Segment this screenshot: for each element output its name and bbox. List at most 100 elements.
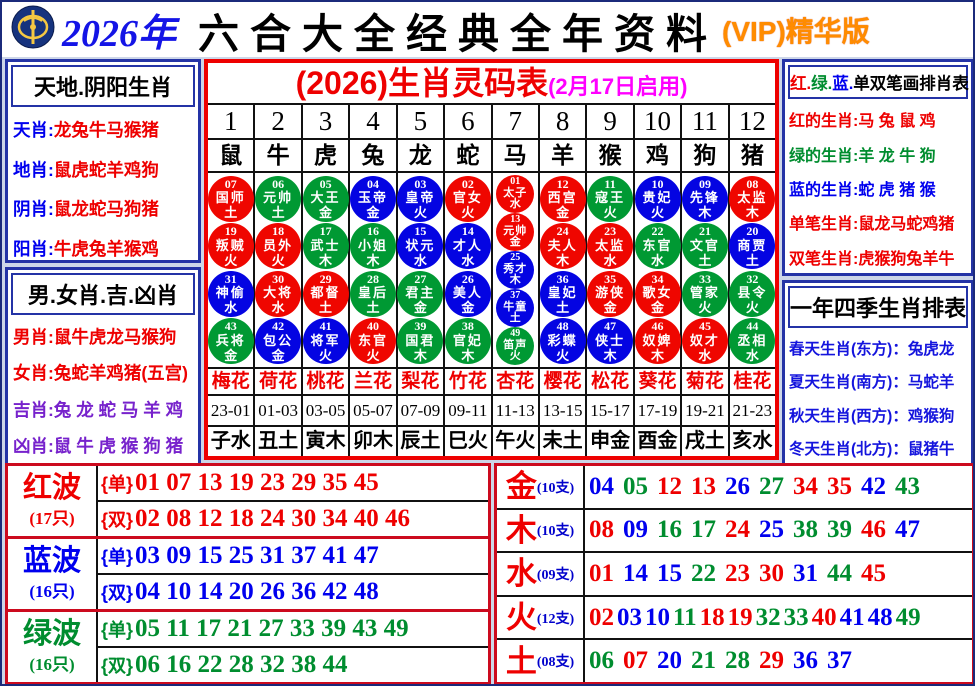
ball-40: 40 东官火	[349, 318, 396, 365]
element-numbers: 01 14 15 22 23 30 31 44 45	[585, 553, 972, 595]
ball-element: 火	[319, 347, 333, 363]
column-number: 11	[682, 105, 728, 140]
element-name: 水	[505, 556, 537, 592]
ball-number: 41	[319, 319, 332, 334]
zodiac-code-table: (2026)生肖灵码表(2月17日启用) 1 鼠 07 国师土 19 叛贼火 31 神偷水 43…	[204, 59, 779, 460]
element-row: 金 (10支) 04 05 12 13 26 27 34 35 42 43	[497, 466, 972, 510]
column-number: 7	[492, 105, 538, 140]
ball-title: 元帅	[263, 190, 294, 206]
lottery-number: 27	[759, 472, 784, 500]
ball-title: 皇帝	[405, 190, 436, 206]
ball-title: 彩蝶	[547, 332, 578, 348]
ball-element: 火	[603, 205, 617, 221]
ball-element: 金	[366, 205, 380, 221]
earthly-branch: 巳火	[447, 430, 488, 452]
ball-title: 都督	[310, 285, 341, 301]
wave-name: 红波	[22, 471, 81, 504]
ball-number: 44	[746, 319, 759, 334]
color-zodiac-row: 红的生肖:马 兔 鼠 鸡	[789, 107, 967, 131]
ball-title: 国师	[215, 190, 246, 206]
flower-name: 荷花	[255, 369, 301, 396]
ball-29: 29 都督土	[302, 270, 349, 317]
zodiac-name: 龙	[397, 140, 444, 173]
lottery-number: 17	[691, 516, 716, 544]
element-row: 木 (10支) 08 09 16 17 24 25 38 39 46 47	[497, 509, 972, 554]
ball-title: 管家	[689, 285, 720, 301]
ball-element: 土	[271, 205, 285, 221]
ball-element: 木	[509, 274, 521, 287]
hour-range: 09-11	[445, 396, 491, 427]
ball-title: 皇后	[357, 285, 388, 301]
ball-element: 水	[603, 252, 617, 268]
lottery-number: 23	[725, 559, 750, 587]
flower-name: 葵花	[634, 369, 681, 396]
zodiac-column: 11 狗 09 先锋木 21 文官土 33 管家火 45 奴才水菊花 19-21 戌土	[681, 105, 730, 456]
wave-numbers: {单} 03 09 15 25 31 37 41 47 {双} 04 10 14 20…	[98, 539, 488, 609]
ball-title: 东官	[357, 332, 388, 348]
wave-odd-values: 05 11 17 21 27 33 39 43 49	[135, 615, 409, 642]
ball-element: 土	[366, 300, 380, 316]
flower-name: 竹花	[445, 369, 491, 396]
ball-element: 水	[745, 347, 759, 363]
lottery-number: 39	[827, 516, 852, 544]
lottery-number: 46	[861, 516, 886, 544]
seasons-title: 一年四季生肖排表	[788, 286, 968, 328]
ball-number: 38	[461, 319, 474, 334]
zodiac-name: 虎	[302, 140, 349, 173]
ball-stack: 06 元帅土 18 员外火 30 大将水 42 包公金	[255, 173, 302, 369]
element-label: 水 (09支)	[497, 553, 585, 595]
zodiac-column: 5 龙 03 皇帝火 15 状元水 27 君主金 39 国君木梨花 07-09 辰土	[397, 105, 446, 456]
lottery-number: 47	[895, 516, 920, 544]
sky-zodiac-row: 地肖:鼠虎蛇羊鸡狗	[13, 157, 193, 182]
ball-stack: 11 寇王火 23 太监水 35 游侠金 47 侠士木	[587, 173, 634, 369]
ball-number: 47	[604, 319, 617, 334]
ball-title: 将军	[310, 332, 341, 348]
ball-number: 10	[651, 176, 664, 191]
element-label: 土 (08支)	[497, 640, 585, 682]
ball-30: 30 大将水	[255, 270, 302, 317]
zodiac-name: 牛	[255, 140, 301, 173]
wave-even-prefix: {双}	[101, 583, 134, 603]
ball-32: 32 县令火	[729, 270, 776, 317]
lottery-number: 20	[657, 647, 682, 675]
flower-name: 梨花	[397, 369, 444, 396]
ball-number: 15	[414, 224, 427, 239]
earthly-branch: 辰土	[400, 430, 441, 452]
ball-title: 笛声	[503, 338, 528, 351]
column-number: 2	[255, 105, 301, 140]
season-row: 春天生肖(东方)：兔虎龙	[789, 340, 955, 358]
ball-element: 木	[603, 347, 617, 363]
ball-stack: 02 官女火 14 才人水 26 美人金 38 官妃木	[444, 173, 491, 369]
zodiac-column: 8 羊 12 西宫金 24 夫人木 36 皇妃土 48 彩蝶火樱花 13-15 未土	[539, 105, 588, 456]
ball-number: 30	[272, 271, 285, 286]
season-row: 秋天生肖(西方)：鸡猴狗	[789, 407, 955, 425]
ball-number: 01	[510, 176, 521, 188]
ball-number: 49	[510, 328, 521, 340]
ball-44: 44 丞相水	[729, 318, 776, 365]
ball-number: 27	[414, 271, 427, 286]
ball-title: 元帅	[503, 224, 528, 237]
right-sidebar: 红.绿.蓝.单双笔画排肖表 红的生肖:马 兔 鼠 鸡绿的生肖:羊 龙 牛 狗蓝的…	[782, 59, 973, 468]
ball-number: 03	[414, 176, 427, 191]
seasons-panel: 一年四季生肖排表 春天生肖(东方)：兔虎龙 夏天生肖(南方)：马蛇羊 秋天生肖(西方…	[782, 280, 973, 468]
element-count: (10支)	[536, 524, 575, 540]
season-row: 夏天生肖(南方)：马蛇羊	[789, 374, 955, 392]
ball-stack: 10 贵妃火 22 东官水 34 歌女金 46 奴婢木	[634, 173, 681, 369]
ball-element: 金	[319, 205, 333, 221]
element-numbers: 02 03 10 11 18 19 32 33 40 41 48 49	[585, 597, 972, 639]
earthly-branch: 午火	[495, 430, 536, 452]
sky-earth-panel: 天地.阴阳生肖 天肖:龙兔牛马猴猪 地肖:鼠虎蛇羊鸡狗 阴肖:鼠龙蛇马狗猪 阳肖:牛虎…	[5, 59, 201, 263]
ball-element: 木	[319, 252, 333, 268]
lottery-number: 16	[657, 516, 682, 544]
ball-title: 游侠	[595, 285, 626, 301]
season-row: 冬天生肖(北方)：鼠猪牛	[789, 441, 955, 459]
ball-title: 大将	[263, 285, 294, 301]
ball-06: 06 元帅土	[255, 175, 302, 222]
ball-21: 21 文官土	[681, 223, 728, 270]
ball-27: 27 君主金	[397, 270, 444, 317]
ball-number: 45	[698, 319, 711, 334]
color-zodiac-label: 双笔生肖:	[789, 250, 859, 268]
hour-range: 23-01	[208, 396, 254, 427]
zodiac-name: 蛇	[445, 140, 491, 173]
color-zodiac-row: 双笔生肖:虎猴狗兔羊牛	[789, 245, 967, 269]
